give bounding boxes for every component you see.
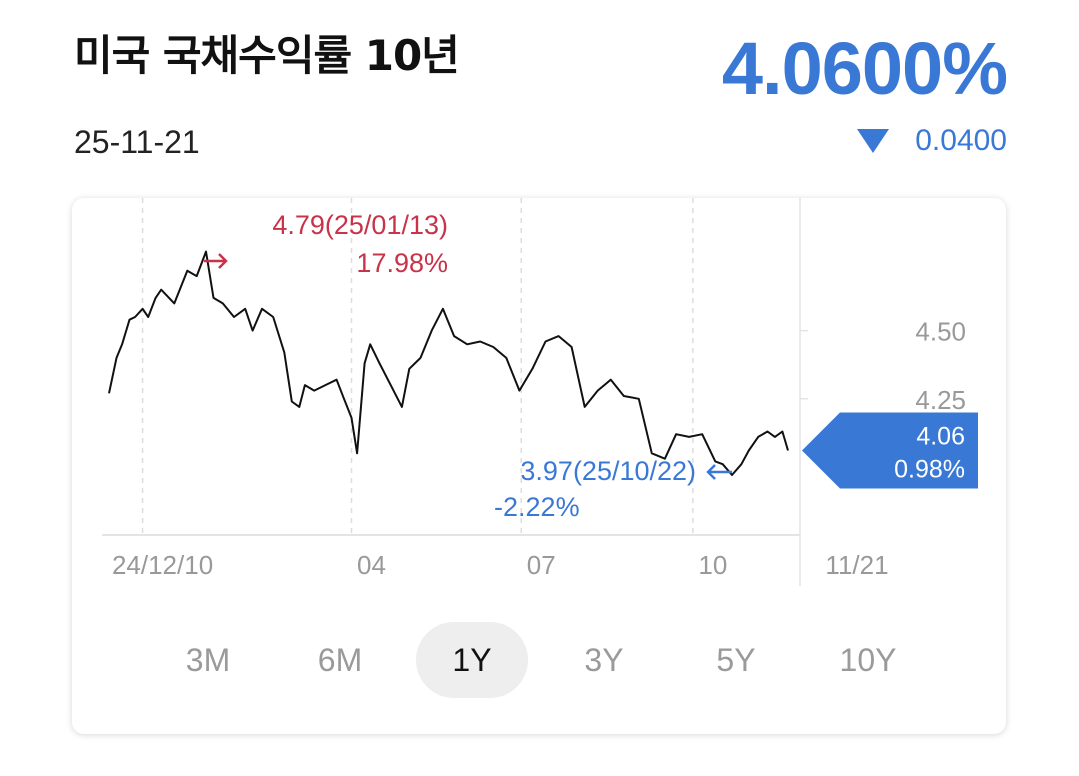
range-button-1y[interactable]: 1Y	[416, 622, 528, 698]
range-selector: 3M 6M 1Y 3Y 5Y 10Y	[72, 622, 1006, 698]
high-value-label: 4.79(25/01/13)	[272, 210, 448, 240]
current-value-label: 4.06	[916, 423, 965, 451]
current-pct-label: 0.98%	[894, 456, 965, 484]
x-tick-label: 11/21	[825, 550, 888, 580]
x-tick-label: 10	[698, 550, 727, 580]
low-arrow-icon	[706, 464, 733, 480]
range-button-3y[interactable]: 3Y	[584, 641, 624, 678]
quote-date: 25-11-21	[74, 124, 200, 160]
x-tick-label: 07	[527, 550, 556, 580]
range-button-10y[interactable]: 10Y	[839, 641, 897, 678]
x-tick-label: 24/12/10	[112, 550, 213, 580]
yield-line-chart[interactable]: 24/12/10 04 07 10 11/21 4.50 4.25 4.06 0.98% 4.79…	[72, 198, 1006, 618]
current-yield-value: 4.0600%	[721, 27, 1008, 110]
chart-card: 24/12/10 04 07 10 11/21 4.50 4.25 4.06 0.98% 4.79…	[72, 198, 1006, 734]
change-indicator: 0.0400	[857, 124, 1007, 158]
change-value: 0.0400	[915, 124, 1007, 157]
series-line	[108, 250, 789, 476]
page-title: 미국 국채수익률 10년	[74, 31, 460, 80]
low-value-label: 3.97(25/10/22)	[520, 456, 696, 486]
y-tick-label: 4.50	[915, 317, 966, 347]
range-button-5y[interactable]: 5Y	[716, 641, 756, 678]
current-value-tag	[802, 412, 978, 489]
range-button-3m[interactable]: 3M	[185, 641, 231, 678]
high-pct-label: 17.98%	[356, 248, 448, 278]
y-tick-label: 4.25	[915, 385, 966, 415]
down-triangle-icon	[857, 129, 890, 153]
range-button-6m[interactable]: 6M	[317, 641, 363, 678]
high-arrow-icon	[204, 253, 228, 269]
x-tick-label: 04	[357, 550, 386, 580]
low-pct-label: -2.22%	[494, 492, 580, 522]
